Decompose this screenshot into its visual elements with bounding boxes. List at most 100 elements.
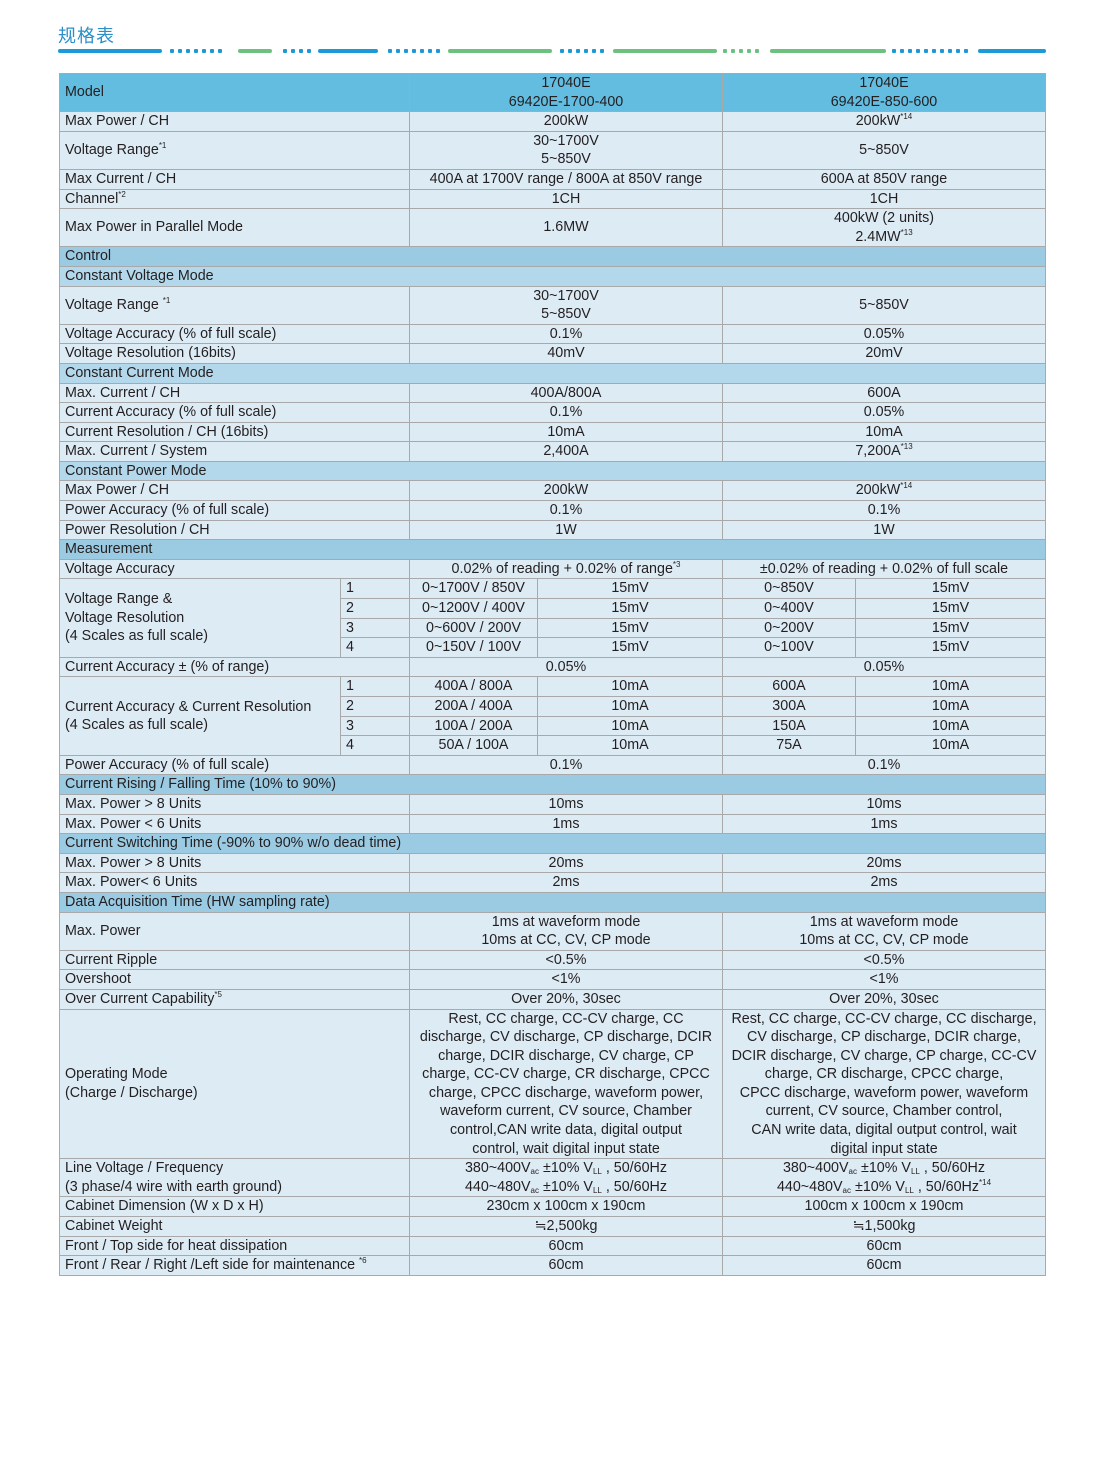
dash-segment bbox=[448, 49, 552, 53]
dash-dot bbox=[202, 49, 206, 53]
spec-table: Model 17040E 69420E-1700-400 17040E 69420E-8… bbox=[59, 72, 1046, 1276]
model2-resolution: 10mA bbox=[855, 696, 1046, 717]
dash-dot bbox=[436, 49, 440, 53]
model1-resolution: 15mV bbox=[537, 578, 723, 600]
spec-row: Max. Power < 6 Units 1ms 1ms bbox=[59, 813, 1046, 835]
model2-range: 300A bbox=[722, 696, 856, 717]
dash-dot bbox=[568, 49, 572, 53]
model1-value: 0.1% bbox=[409, 402, 723, 423]
subscript: LL bbox=[592, 1185, 602, 1195]
dash-dot bbox=[592, 49, 596, 53]
model1-value: 0.05% bbox=[409, 656, 723, 678]
model1-value: 30~1700V 5~850V bbox=[409, 130, 723, 170]
dash-dot bbox=[932, 49, 936, 53]
model1-value: 400A/800A bbox=[409, 382, 723, 404]
model2-value: 1CH bbox=[722, 188, 1046, 210]
row-label: Power Resolution / CH bbox=[59, 519, 410, 541]
model2-resolution: 15mV bbox=[855, 637, 1046, 658]
section-header: Control bbox=[59, 246, 1046, 267]
model2-value: 600A bbox=[722, 382, 1046, 404]
model1-range: 200A / 400A bbox=[409, 696, 538, 717]
footnote-mark: *5 bbox=[214, 989, 222, 999]
model1-value: 1W bbox=[409, 519, 723, 541]
subscript: ac bbox=[530, 1167, 539, 1177]
model2-value: Rest, CC charge, CC-CV charge, CC discha… bbox=[722, 1008, 1046, 1160]
dash-dot bbox=[948, 49, 952, 53]
model1-value: 20ms bbox=[409, 852, 723, 874]
row-label: Current Accuracy & Current Resolution (4 … bbox=[59, 676, 341, 756]
dash-dot bbox=[723, 49, 727, 53]
model2-value: 0.1% bbox=[722, 500, 1046, 521]
spec-row: Max Power / CH 200kW 200kW*14 bbox=[59, 111, 1046, 132]
model2-value: 200kW*14 bbox=[722, 111, 1046, 132]
model2-value: 5~850V bbox=[722, 130, 1046, 170]
scale-index: 2 bbox=[340, 696, 410, 717]
model1-value: Over 20%, 30sec bbox=[409, 988, 723, 1010]
model2-value: 0.05% bbox=[722, 402, 1046, 423]
scale-index: 1 bbox=[340, 578, 410, 600]
dash-dot bbox=[576, 49, 580, 53]
spec-row: Max. Power 1ms at waveform mode 10ms at CC… bbox=[59, 911, 1046, 951]
footnote-mark: *1 bbox=[158, 141, 167, 151]
dash-dot bbox=[600, 49, 604, 53]
model1-value: 10mA bbox=[409, 421, 723, 443]
dash-dot bbox=[178, 49, 182, 53]
spec-row: Max Power in Parallel Mode 1.6MW 400kW (2 … bbox=[59, 208, 1046, 248]
model2-resolution: 10mA bbox=[855, 676, 1046, 697]
dash-dot bbox=[404, 49, 408, 53]
model2-value: <0.5% bbox=[722, 949, 1046, 971]
row-label: Voltage Range*1 bbox=[59, 130, 410, 170]
model2-value: 400kW (2 units) 2.4MW*13 bbox=[722, 208, 1046, 248]
model1-value: 0.1% bbox=[409, 754, 723, 776]
section-title: Measurement bbox=[59, 539, 1046, 560]
row-label: Overshoot bbox=[59, 969, 410, 990]
model1-value: <0.5% bbox=[409, 949, 723, 971]
dash-dot bbox=[584, 49, 588, 53]
row-label: Model bbox=[59, 72, 410, 113]
model1-range: 100A / 200A bbox=[409, 715, 538, 737]
footnote-mark: *1 bbox=[162, 295, 171, 305]
dash-dot bbox=[307, 49, 311, 53]
spec-row: Power Accuracy (% of full scale) 0.1% 0.1% bbox=[59, 500, 1046, 521]
model2-value: 0.05% bbox=[722, 323, 1046, 345]
model1-range: 0~600V / 200V bbox=[409, 617, 538, 639]
row-label: Voltage Range *1 bbox=[59, 285, 410, 325]
model2-value: 1ms at waveform mode 10ms at CC, CV, CP m… bbox=[722, 911, 1046, 951]
model2-value: ±0.02% of reading + 0.02% of full scale bbox=[722, 558, 1046, 580]
row-label: Current Accuracy (% of full scale) bbox=[59, 402, 410, 423]
dash-dot bbox=[170, 49, 174, 53]
row-label: Max. Power > 8 Units bbox=[59, 793, 410, 815]
spec-row: Power Accuracy (% of full scale) 0.1% 0.1% bbox=[59, 754, 1046, 776]
model1-value: 200kW bbox=[409, 111, 723, 132]
subscript: ac bbox=[842, 1185, 851, 1195]
spec-row: Channel*2 1CH 1CH bbox=[59, 188, 1046, 210]
spec-row: Max Current / CH 400A at 1700V range / 80… bbox=[59, 168, 1046, 190]
model2-value: 17040E 69420E-850-600 bbox=[722, 72, 1046, 113]
model2-value: 10ms bbox=[722, 793, 1046, 815]
dash-dot bbox=[908, 49, 912, 53]
spec-row: Voltage Range*1 30~1700V 5~850V 5~850V bbox=[59, 130, 1046, 170]
model2-value: 5~850V bbox=[722, 285, 1046, 325]
row-label: Power Accuracy (% of full scale) bbox=[59, 500, 410, 521]
model1-resolution: 10mA bbox=[537, 676, 723, 697]
section-title: Data Acquisition Time (HW sampling rate) bbox=[59, 891, 1046, 913]
spec-row: Overshoot <1% <1% bbox=[59, 969, 1046, 990]
subscript: ac bbox=[848, 1167, 857, 1177]
dash-dot bbox=[755, 49, 759, 53]
decorative-dash-divider bbox=[58, 49, 1046, 53]
model1-range: 400A / 800A bbox=[409, 676, 538, 697]
spec-row: Front / Top side for heat dissipation 60c… bbox=[59, 1235, 1046, 1257]
dash-dot bbox=[956, 49, 960, 53]
row-label: Max. Power bbox=[59, 911, 410, 951]
model1-value: 10ms bbox=[409, 793, 723, 815]
model1-range: 0~1700V / 850V bbox=[409, 578, 538, 600]
spec-row: Voltage Accuracy 0.02% of reading + 0.02%… bbox=[59, 558, 1046, 580]
model1-value: 200kW bbox=[409, 480, 723, 502]
scale-row: 2 200A / 400A 10mA 300A 10mA bbox=[60, 696, 1046, 717]
dash-segment bbox=[58, 49, 162, 53]
row-label: Line Voltage / Frequency (3 phase/4 wire … bbox=[59, 1158, 410, 1198]
section-header: Current Rising / Falling Time (10% to 90… bbox=[59, 774, 1046, 795]
model2-value: 60cm bbox=[722, 1255, 1046, 1276]
scale-index: 3 bbox=[340, 715, 410, 737]
section-header: Measurement bbox=[59, 539, 1046, 560]
